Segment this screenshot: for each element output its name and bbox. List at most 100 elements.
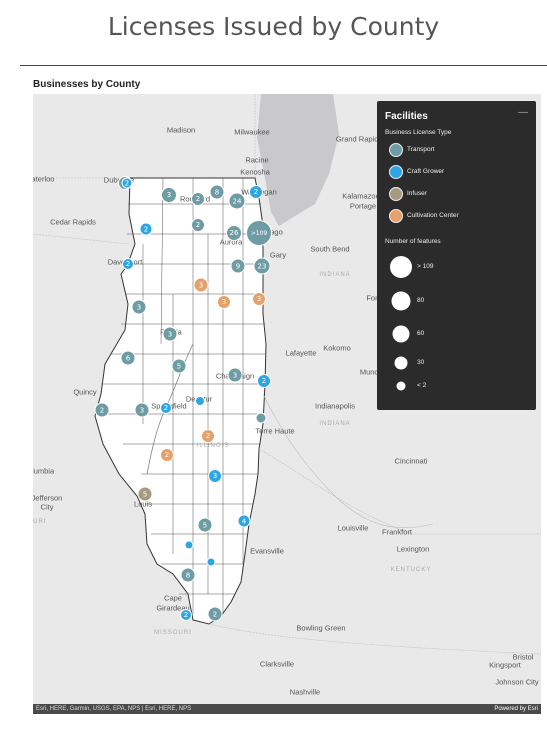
place-label-grand-rapids: Grand Rapids [335,134,383,144]
place-label-waterloo: aterloo [33,174,55,184]
facility-marker-transport[interactable]: 5 [197,517,213,533]
facility-marker-craft-grower[interactable]: 2 [249,185,263,199]
legend-type-title: Business License Type [385,129,452,136]
facility-marker-transport[interactable]: 2 [191,192,205,206]
legend-label-craft-grower: Craft Grower [407,168,445,175]
place-label-madison: Madison [166,125,196,135]
legend-panel: Facilities — Business License Type Trans… [377,101,536,410]
legend-size-circle [390,256,412,278]
map-panel-title: Businesses by County [33,79,141,90]
facility-marker-transport[interactable]: 9 [230,258,246,274]
facility-marker-transport[interactable]: 2 [207,606,223,622]
facility-marker-transport[interactable]: 3 [161,187,177,203]
place-label-fort: Fort [366,293,380,303]
facility-marker-transport[interactable]: 24 [228,192,246,210]
place-label-kalamazoo: Kalamazoo [342,191,380,201]
place-label-cincinnati: Cincinnati [394,456,428,466]
facility-marker-cultivation-center[interactable]: 2 [160,448,174,462]
facility-marker-craft-grower[interactable]: 2 [139,222,153,236]
facility-marker-transport[interactable]: 3 [134,402,150,418]
facility-marker-transport[interactable]: 8 [180,567,196,583]
place-label-indiana-1: INDIANA [319,272,351,278]
place-label-jefferson-city-1: Jefferson [33,493,63,503]
facility-marker-craft-grower[interactable] [184,540,194,550]
basemap [33,94,541,655]
facility-marker-transport[interactable]: 6 [120,350,136,366]
facility-marker-infuser[interactable]: 5 [137,486,153,502]
legend-size-title: Number of features [385,238,441,245]
place-label-evansville: Evansville [250,546,284,556]
facility-marker-craft-grower[interactable]: 2 [257,374,271,388]
legend-label-transport: Transport [407,146,435,153]
place-label-columbia: olumbia [33,466,55,476]
place-label-cape-girardeau-2: Girardeau [156,603,190,613]
place-label-bristol: Bristol [512,652,534,662]
legend-size-circle [394,356,408,370]
legend-label-cultivation-center: Cultivation Center [407,212,459,219]
facility-marker-cultivation-center[interactable]: 3 [217,295,231,309]
place-label-jefferson-city-2: City [40,502,54,512]
facility-marker-craft-grower[interactable]: 2 [122,258,134,270]
legend-size-circle [392,325,410,343]
legend-swatch-cultivation-center [389,209,403,223]
facility-marker-cultivation-center[interactable]: 3 [252,292,266,306]
place-label-clarksville: Clarksville [259,659,295,669]
place-label-kokomo: Kokomo [323,343,351,353]
facility-marker-transport[interactable]: 26 [226,225,242,241]
facility-marker-transport[interactable]: 2 [94,402,110,418]
place-label-racine: Racine [245,155,269,165]
facility-marker-cultivation-center[interactable]: 2 [201,429,215,443]
facility-marker-craft-grower[interactable]: 4 [237,514,251,528]
lake-michigan [257,94,339,226]
page-title: Licenses Issued by County [107,12,440,41]
place-label-munc: Munc [359,367,379,377]
place-label-lafayette: Lafayette [285,348,317,358]
place-label-kingsport: Kingsport [489,660,521,670]
facility-marker-cultivation-center[interactable]: 3 [193,277,209,293]
place-label-indiana-2: INDIANA [319,421,351,427]
legend-size-label: 30 [417,359,425,366]
facility-marker-transport[interactable]: 5 [171,358,187,374]
legend-label-infuser: Infuser [407,190,427,197]
place-label-illinois: ILLINOIS [196,443,230,449]
facility-marker-transport[interactable]: 3 [162,326,178,342]
place-label-st-louis: Louis [134,499,152,509]
legend-swatch-infuser [389,187,403,201]
legend-size-circle [396,381,406,391]
powered-by-esri[interactable]: Powered by Esri [494,706,538,712]
place-label-gary: Gary [269,250,287,260]
facility-marker-transport[interactable]: >109 [246,220,272,246]
facility-marker-craft-grower[interactable]: 2 [180,609,192,621]
facility-marker-transport[interactable]: 8 [209,184,225,200]
facility-marker-transport[interactable]: 23 [253,257,271,275]
facility-marker-craft-grower[interactable] [206,557,216,567]
place-label-south-bend: South Bend [310,244,350,254]
place-label-missouri-1: OURI [33,519,47,525]
legend-title: Facilities [385,111,428,122]
legend-size-label: > 109 [417,263,434,270]
facility-marker-transport[interactable]: 2 [191,218,205,232]
legend-size-label: 60 [417,330,425,337]
place-label-cedar-rapids: Cedar Rapids [50,217,96,227]
facility-marker-transport[interactable]: 3 [227,367,243,383]
place-label-johnson-city: Johnson City [495,677,539,687]
place-label-aurora: Aurora [219,237,243,247]
place-label-cape-girardeau-1: Cape [164,593,182,603]
place-label-milwaukee: Milwaukee [234,127,270,137]
place-label-bowling-green: Bowling Green [296,623,346,633]
facility-marker-transport[interactable] [255,412,267,424]
facility-marker-transport[interactable]: 3 [131,299,147,315]
place-label-portage: Portage [349,201,377,211]
facility-marker-craft-grower[interactable] [195,396,205,406]
place-label-nashville: Nashville [289,687,321,697]
legend-size-label: < 2 [417,382,427,389]
place-label-kenosha: Kenosha [240,167,270,177]
facility-marker-craft-grower[interactable]: 2 [160,402,172,414]
place-label-louisville: Louisville [337,523,369,533]
facility-marker-craft-grower[interactable]: 3 [208,469,222,483]
legend-size-label: 80 [417,297,425,304]
minimize-button[interactable]: — [518,107,528,118]
facility-marker-craft-grower[interactable]: 2 [121,177,133,189]
place-label-lexington: Lexington [396,544,430,554]
place-label-quincy: Quincy [73,387,97,397]
